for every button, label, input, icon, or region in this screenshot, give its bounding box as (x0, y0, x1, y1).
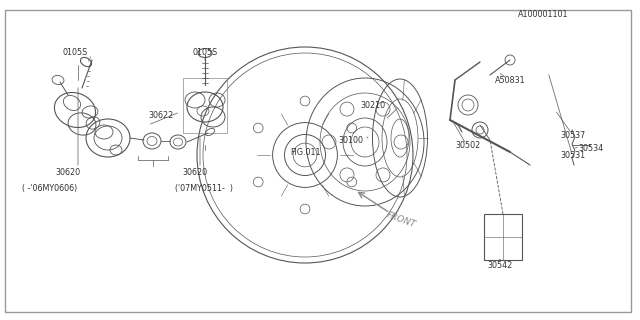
Text: 30100: 30100 (338, 135, 363, 145)
Bar (183, 78, 227, 133)
Text: 0105S: 0105S (62, 47, 87, 57)
Text: ( -'06MY0606): ( -'06MY0606) (22, 183, 77, 193)
Text: 30537: 30537 (560, 131, 585, 140)
Text: FIG.011: FIG.011 (290, 148, 321, 156)
Text: A50831: A50831 (495, 76, 525, 84)
Text: 30531: 30531 (560, 150, 585, 159)
Text: 30622: 30622 (148, 110, 173, 119)
Text: 30542: 30542 (487, 260, 512, 269)
Text: 30210: 30210 (360, 100, 385, 109)
Text: 0105S: 0105S (192, 47, 217, 57)
Text: 30502: 30502 (455, 140, 480, 149)
Text: FRONT: FRONT (385, 211, 417, 229)
Text: 30534: 30534 (578, 143, 603, 153)
Text: ('07MY0511-  ): ('07MY0511- ) (175, 183, 233, 193)
Bar (484, 214, 522, 260)
Text: 30620: 30620 (182, 167, 207, 177)
Text: A100001101: A100001101 (518, 10, 568, 19)
Text: 30620: 30620 (55, 167, 80, 177)
